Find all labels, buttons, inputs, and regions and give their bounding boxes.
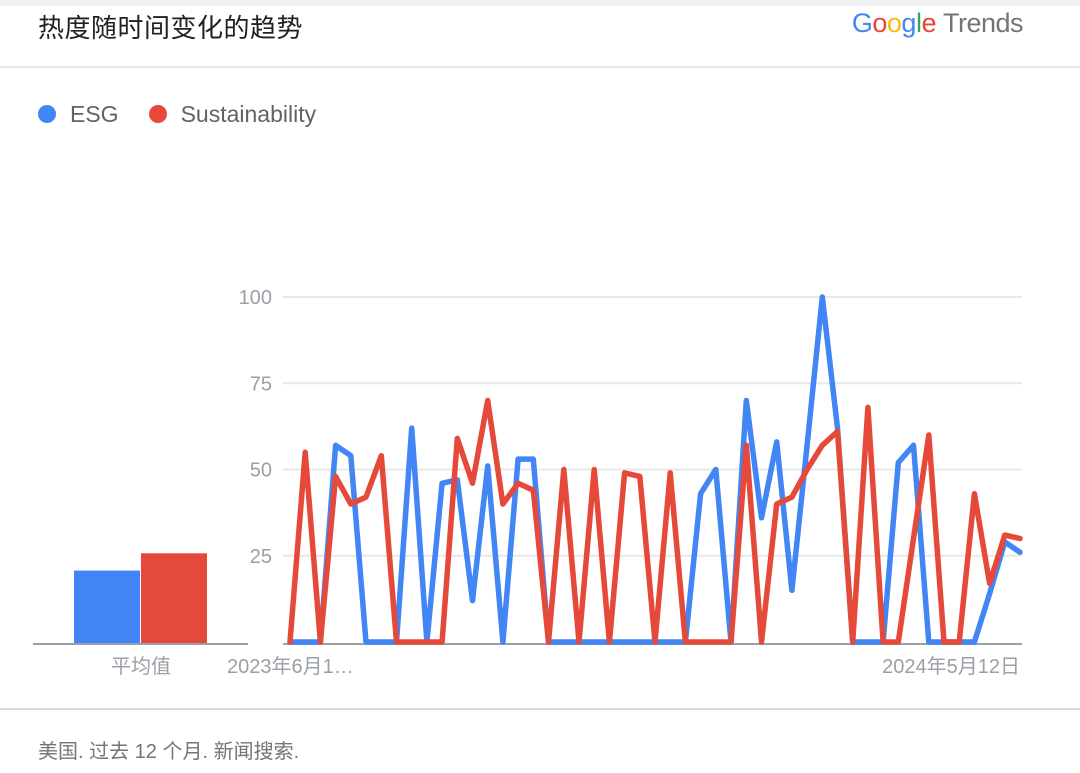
google-logo-wordmark: Google [851,8,937,38]
x-axis-end-label: 2024年5月12日 [882,656,1020,678]
y-tick-label: 50 [250,460,272,482]
legend-label-sustainability: Sustainability [180,100,317,127]
page-title: 热度随时间变化的趋势 [38,13,304,43]
logo-letter: o [872,8,887,38]
trend-chart-canvas[interactable]: 25 50 75 100 [0,250,1080,680]
footer-note: 美国. 过去 12 个月. 新闻搜索. [38,741,300,763]
y-tick-label: 75 [250,373,272,395]
logo-letter: g [901,8,916,38]
esg-average-bar [74,570,140,643]
header-divider [0,66,1080,68]
logo-letter: l [915,8,922,38]
trends-wordmark: Trends [942,8,1024,38]
legend-dot-esg [38,105,56,123]
x-axis-start-label: 2023年6月1… [227,656,354,678]
sustainability-average-bar [141,553,207,643]
y-tick-label: 25 [250,546,272,568]
legend-label-esg: ESG [70,100,119,127]
top-strip [0,0,1080,6]
chart-legend: ESG Sustainability [38,100,316,128]
logo-letter: e [921,8,936,38]
average-axis-label: 平均值 [111,656,171,678]
footer-divider [0,708,1080,710]
google-trends-logo[interactable]: Google Trends [851,8,1024,39]
legend-dot-sustainability [148,105,167,123]
y-tick-label: 100 [239,287,272,309]
logo-letter: G [851,8,873,38]
sustainability-trend-line [287,397,1023,645]
logo-letter: o [886,8,902,38]
